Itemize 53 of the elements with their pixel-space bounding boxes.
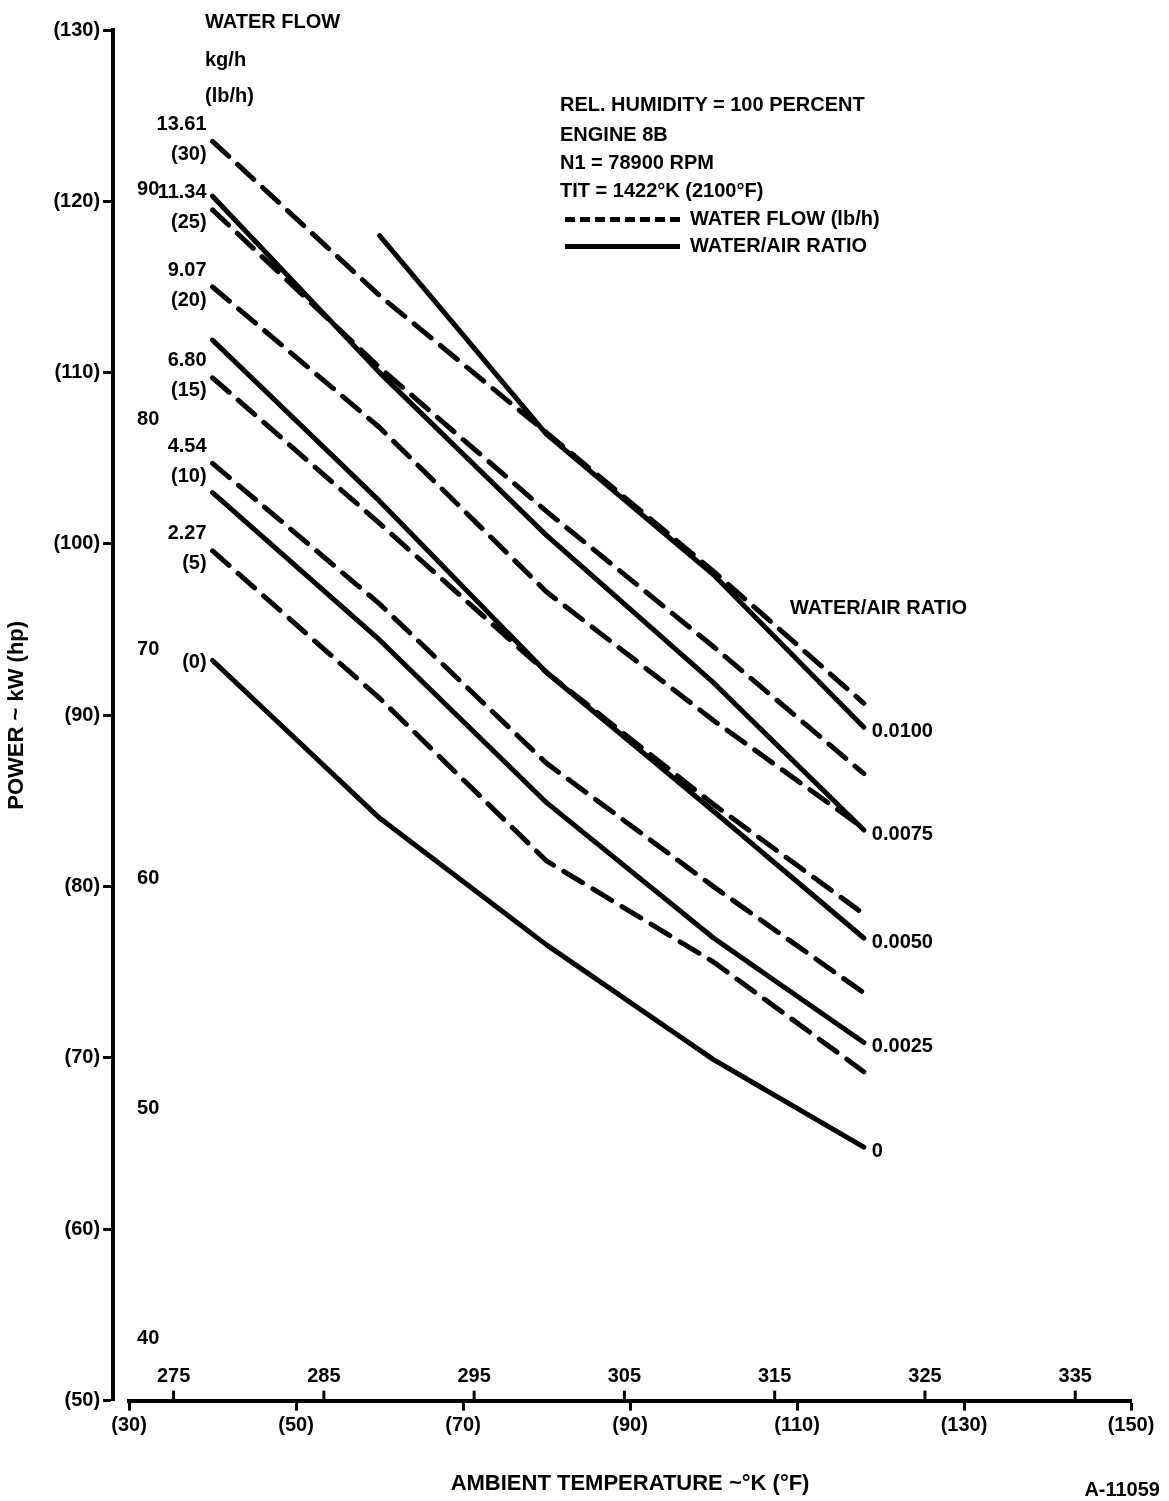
- y-tick-label: (50): [64, 1388, 101, 1411]
- series-label: 0.0075: [871, 821, 933, 844]
- x2-tick-label: 295: [457, 1364, 491, 1387]
- series-label: 13.61 (30): [156, 111, 207, 164]
- annotation: kg/h: [205, 47, 247, 70]
- series-label: 2.27 (5): [167, 521, 207, 574]
- series-label: 0.0025: [871, 1034, 933, 1057]
- y2-tick-label: 80: [137, 406, 160, 429]
- series-label: 6.80 (15): [167, 348, 207, 401]
- x-tick-label: (150): [1107, 1413, 1155, 1436]
- x-tick-label: (70): [445, 1413, 481, 1436]
- annotation: (lb/h): [205, 83, 254, 106]
- series-label: 4.54 (10): [167, 433, 208, 486]
- series-label: 0.0100: [871, 718, 933, 741]
- x-tick-label: (50): [278, 1413, 314, 1436]
- series-label: 0: [871, 1138, 883, 1161]
- annotation: N1 = 78900 RPM: [560, 150, 714, 173]
- annotation: TIT = 1422°K (2100°F): [560, 178, 764, 201]
- y2-tick-label: 70: [137, 636, 160, 659]
- x2-tick-label: 285: [307, 1364, 341, 1387]
- series-label: 9.07 (20): [167, 257, 207, 310]
- y-tick-label: (110): [54, 360, 101, 383]
- annotation: WATER/AIR RATIO: [690, 233, 868, 256]
- y-tick-label: (80): [64, 874, 101, 897]
- y-tick-label: (130): [53, 17, 101, 40]
- y2-tick-label: 90: [137, 176, 160, 199]
- series-label: 0.0050: [871, 929, 933, 952]
- y2-tick-label: 40: [137, 1325, 160, 1348]
- x2-tick-label: 315: [758, 1364, 792, 1387]
- x-axis-title: AMBIENT TEMPERATURE ~°K (°F): [450, 1469, 810, 1495]
- x-tick-label: (90): [612, 1413, 648, 1436]
- annotation: WATER FLOW (lb/h): [690, 206, 880, 229]
- y-tick-label: (90): [64, 702, 101, 725]
- x2-tick-label: 305: [607, 1364, 642, 1387]
- annotation: WATER FLOW: [205, 9, 341, 32]
- x2-tick-label: 335: [1058, 1364, 1092, 1387]
- annotation: WATER/AIR RATIO: [790, 595, 968, 618]
- annotation: REL. HUMIDITY = 100 PERCENT: [560, 92, 865, 115]
- x2-tick-label: 275: [156, 1364, 191, 1387]
- y-axis-title: POWER ~ kW (hp): [3, 620, 29, 810]
- annotation: (0): [182, 649, 207, 672]
- x2-tick-label: 325: [908, 1364, 942, 1387]
- text: A-11059: [1084, 1477, 1160, 1500]
- y2-tick-label: 50: [137, 1096, 160, 1119]
- y2-tick-label: 60: [137, 866, 160, 889]
- y-tick-label: (100): [53, 531, 101, 554]
- y-tick-label: (60): [64, 1216, 101, 1239]
- x-tick-label: (30): [111, 1413, 147, 1436]
- x-tick-label: (130): [940, 1413, 988, 1436]
- y-tick-label: (120): [53, 188, 101, 211]
- x-tick-label: (110): [774, 1413, 820, 1436]
- y-tick-label: (70): [64, 1045, 101, 1068]
- annotation: ENGINE 8B: [560, 122, 668, 145]
